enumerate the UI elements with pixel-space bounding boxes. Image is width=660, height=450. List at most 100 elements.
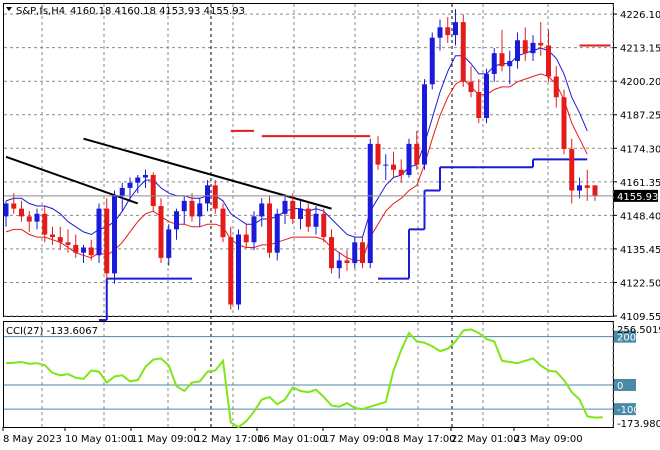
candle-body: [530, 42, 536, 54]
candle-body: [336, 260, 342, 269]
candle-body: [274, 213, 280, 253]
cci-level-box: [614, 403, 636, 416]
candle-body: [367, 143, 373, 264]
candles: [3, 9, 598, 310]
price-tick-label: 4226.10: [620, 10, 660, 21]
time-tick-label: 12 May 17:00: [195, 434, 264, 445]
candle-body: [96, 208, 102, 256]
signal-levels: [99, 44, 611, 322]
cci-panel: [3, 321, 614, 428]
candle-body: [65, 242, 71, 245]
candle-body: [344, 260, 350, 264]
price-tick-label: 4200.20: [620, 77, 660, 88]
candle-body: [3, 203, 9, 217]
candle-body: [414, 143, 420, 165]
candle-body: [577, 185, 582, 191]
candle-body: [189, 200, 195, 217]
time-tick-label: 23 May 09:00: [514, 434, 583, 445]
time-tick-label: 17 May 09:00: [323, 434, 392, 445]
candle-body: [220, 208, 226, 238]
upper-band-line: [5, 47, 588, 238]
cci-line: [5, 328, 603, 429]
candle-body: [398, 169, 404, 175]
candle-body: [453, 22, 458, 36]
candle-body: [584, 185, 590, 188]
candle-body: [499, 53, 505, 67]
candle-body: [329, 237, 334, 269]
candle-body: [19, 208, 24, 217]
candle-body: [522, 40, 528, 54]
price-tick-label: 4187.25: [620, 111, 660, 122]
candle-body: [197, 203, 203, 217]
candle-body: [166, 229, 172, 258]
candle-body: [150, 174, 156, 207]
price-tick-label: 4122.50: [620, 278, 660, 289]
candle-body: [546, 45, 551, 77]
collapse-arrow-icon[interactable]: [6, 7, 12, 11]
candle-body: [305, 208, 311, 227]
main-panel: [3, 3, 614, 317]
cci-top-label: 256.5019: [617, 325, 660, 336]
candle-body: [468, 81, 474, 93]
time-tick-label: 16 May 01:00: [257, 434, 326, 445]
candle-body: [212, 185, 218, 209]
candle-body: [205, 185, 210, 204]
candle-body: [484, 73, 489, 118]
candle-body: [34, 213, 40, 222]
candle-body: [26, 216, 32, 222]
chart-ohlc: 4160.18 4160.18 4153.93 4155.93: [70, 6, 245, 17]
candle-body: [119, 187, 125, 196]
candle-body: [406, 143, 412, 175]
candle-body: [158, 206, 164, 258]
candle-body: [228, 237, 234, 305]
candle-body: [298, 208, 303, 219]
candle-body: [515, 40, 520, 61]
candle-body: [569, 149, 575, 191]
cci-level-label: 200: [617, 333, 636, 344]
time-tick-label: 11 May 09:00: [131, 434, 200, 445]
price-tick-label: 4109.55: [620, 312, 660, 323]
candle-body: [592, 185, 598, 196]
candle-body: [282, 200, 288, 214]
time-tick-label: 8 May 2023: [3, 434, 62, 445]
candle-body: [383, 164, 389, 166]
candle-body: [375, 143, 381, 165]
candle-body: [259, 203, 265, 217]
price-tick-label: 4148.40: [620, 211, 660, 222]
candle-body: [135, 177, 141, 183]
candle-body: [460, 22, 466, 82]
candle-body: [267, 203, 272, 253]
cci-levels: 200 0 -100: [4, 330, 640, 416]
candle-body: [290, 200, 296, 219]
cci-level-box: [614, 378, 636, 391]
candle-body: [181, 200, 187, 212]
candle-body: [127, 182, 133, 188]
candle-body: [553, 76, 559, 98]
price-tick-label: 4213.15: [620, 44, 660, 55]
candle-body: [243, 234, 249, 243]
candle-body: [491, 53, 497, 74]
candle-body: [352, 242, 358, 264]
cci-level-box: [614, 330, 636, 343]
candle-body: [313, 213, 319, 227]
candle-body: [422, 84, 427, 165]
time-tick-label: 18 May 17:00: [387, 434, 456, 445]
candle-body: [88, 247, 94, 256]
candle-body: [104, 208, 110, 274]
cci-level-label: 0: [617, 381, 623, 392]
current-price-label: 4155.93: [617, 192, 658, 203]
candle-body: [391, 164, 396, 170]
chart-symbol: S&P,fs,H4: [16, 6, 65, 17]
candle-body: [42, 213, 48, 235]
candle-body: [476, 92, 482, 118]
cci-axis: 256.5019 -173.9806: [617, 325, 660, 430]
cci-level-label: -100: [617, 405, 640, 416]
candle-body: [429, 37, 435, 85]
candle-body: [81, 247, 86, 253]
candle-body: [57, 237, 63, 243]
price-axis: 4226.10 4213.15 4200.20 4187.25 4174.30 4161.…: [613, 10, 660, 323]
candle-body: [437, 27, 443, 38]
candle-body: [174, 211, 179, 230]
